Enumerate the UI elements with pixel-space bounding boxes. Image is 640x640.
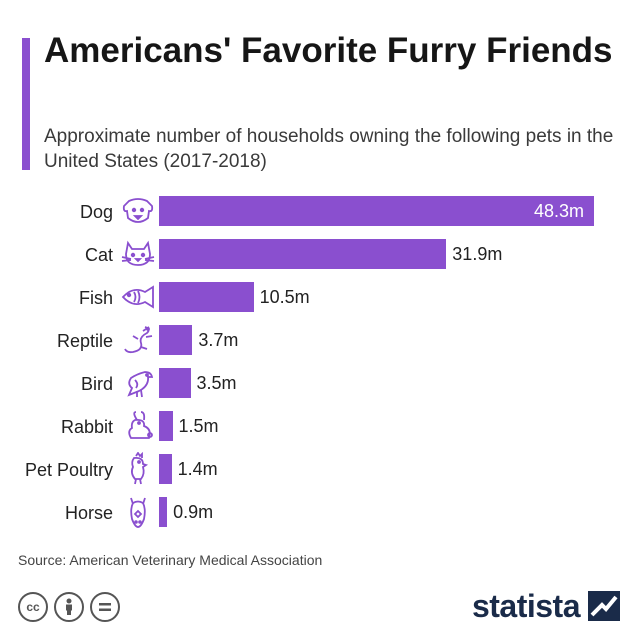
value-label: 31.9m	[452, 244, 503, 264]
poultry-icon	[119, 452, 157, 486]
bar	[159, 282, 254, 312]
rabbit-icon	[119, 409, 157, 443]
value-label: 3.5m	[196, 373, 237, 393]
category-label: Horse	[64, 503, 113, 523]
fish-icon	[119, 280, 157, 314]
category-label: Reptile	[56, 331, 113, 351]
bar	[159, 454, 172, 484]
chart-title: Americans' Favorite Furry Friends	[44, 31, 613, 70]
value-label: 10.5m	[259, 287, 310, 307]
horse-icon	[119, 495, 157, 529]
cat-icon	[119, 237, 157, 271]
chart-subtitle: Approximate number of households owning …	[44, 126, 614, 172]
bar	[159, 497, 168, 527]
category-label: Rabbit	[60, 417, 113, 437]
category-label: Cat	[84, 245, 113, 265]
no-derivatives-icon[interactable]	[90, 592, 120, 622]
statista-mark-icon	[588, 591, 620, 621]
category-label: Bird	[80, 374, 113, 394]
bar	[159, 325, 193, 355]
category-label: Fish	[78, 288, 113, 308]
value-label: 0.9m	[173, 502, 214, 522]
bar	[159, 411, 173, 441]
value-label: 1.5m	[178, 416, 219, 436]
category-label: Pet Poultry	[24, 460, 113, 480]
bar	[159, 196, 594, 226]
category-label: Dog	[79, 202, 113, 222]
source-note: Source: American Veterinary Medical Asso…	[18, 552, 323, 568]
attribution-icon[interactable]	[54, 592, 84, 622]
bar	[159, 368, 191, 398]
statista-logo[interactable]: statista	[472, 588, 620, 624]
creative-commons-icon[interactable]: cc	[18, 592, 48, 622]
value-label: 48.3m	[534, 201, 585, 221]
title-accent-bar	[22, 38, 30, 170]
reptile-icon	[119, 323, 157, 357]
license-icons: cc	[18, 592, 120, 622]
dog-icon	[119, 194, 157, 228]
value-label: 1.4m	[177, 459, 218, 479]
brand-name: statista	[471, 588, 581, 624]
bar	[159, 239, 447, 269]
bird-icon	[119, 366, 157, 400]
value-label: 3.7m	[198, 330, 239, 350]
